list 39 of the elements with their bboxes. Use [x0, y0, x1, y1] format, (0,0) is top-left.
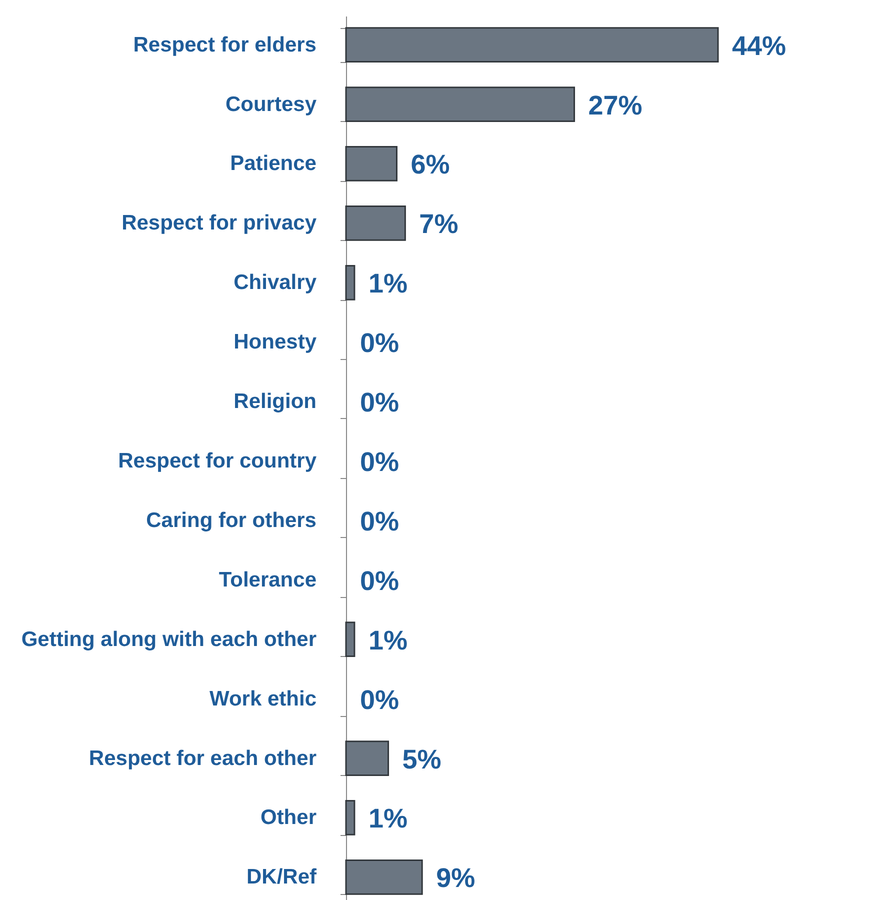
- bar: [345, 859, 423, 895]
- data-label: 0%: [360, 566, 400, 596]
- bar: [345, 264, 356, 300]
- bar: [345, 740, 390, 776]
- y-tick-label: DK/Ref: [246, 866, 318, 889]
- y-tick-label: Other: [260, 806, 316, 830]
- data-label: 0%: [360, 506, 400, 536]
- y-tick-label: Patience: [230, 152, 316, 176]
- y-tick-label: Caring for others: [146, 508, 316, 532]
- data-label: 7%: [419, 209, 458, 240]
- data-label: 1%: [368, 625, 408, 656]
- y-tick-label: Tolerance: [218, 568, 316, 592]
- y-tick-label: Religion: [234, 390, 316, 414]
- bar: [345, 622, 356, 658]
- y-tick-label: Honesty: [234, 330, 317, 354]
- data-label: 1%: [368, 804, 408, 834]
- y-tick-label: Respect for each other: [88, 746, 316, 770]
- y-tick-label: Respect for elders: [133, 33, 316, 56]
- data-label: 5%: [402, 744, 442, 774]
- y-tick-label: Courtesy: [225, 92, 317, 116]
- data-label: 0%: [360, 447, 400, 477]
- y-tick-label: Chivalry: [234, 271, 317, 294]
- y-tick-label: Respect for privacy: [122, 212, 317, 235]
- data-label: 0%: [360, 388, 400, 418]
- data-label: 1%: [368, 268, 408, 299]
- y-tick-label: Respect for country: [118, 450, 317, 472]
- data-label: 9%: [436, 863, 476, 894]
- data-label: 0%: [360, 328, 400, 358]
- data-label: 6%: [410, 150, 450, 180]
- bar: [345, 800, 356, 836]
- data-label: 27%: [588, 90, 642, 120]
- y-tick-label: Getting along with each other: [21, 628, 316, 651]
- bar: [345, 27, 719, 63]
- y-tick-label: Work ethic: [210, 687, 317, 710]
- data-label: 44%: [732, 30, 786, 61]
- bar: [345, 146, 398, 182]
- data-label: 0%: [360, 684, 400, 715]
- bar: [345, 205, 406, 241]
- bar: [345, 86, 576, 122]
